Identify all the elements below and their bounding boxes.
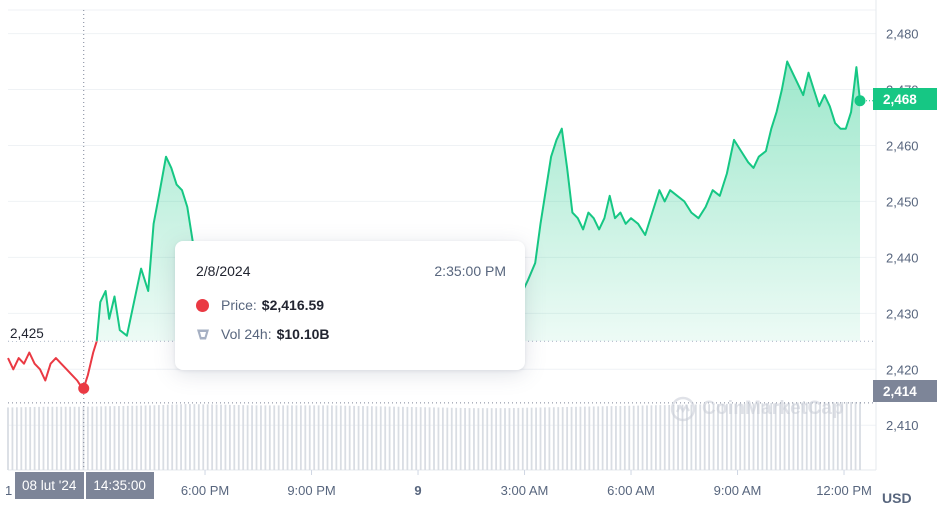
y-tick-label: 2,460 <box>886 138 919 153</box>
tooltip-date: 2/8/2024 <box>196 263 251 279</box>
open-price-label: 2,425 <box>10 326 44 341</box>
chart-axes: 2,4802,4702,4602,4502,4402,4302,4202,410… <box>5 27 919 498</box>
price-area-fill <box>96 61 860 342</box>
crosshair-price-tag: 2,414 <box>873 380 937 402</box>
x-tick-label: 9 <box>414 483 421 498</box>
crosshair-time-box: 08 lut '24 14:35:00 <box>15 472 154 499</box>
y-tick-label: 2,450 <box>886 194 919 209</box>
x-tick-label: 9:00 PM <box>287 483 335 498</box>
crosshair-point <box>78 382 90 394</box>
tooltip-price-label: Price: <box>221 297 257 313</box>
y-tick-label: 2,440 <box>886 250 919 265</box>
tooltip-volume-value: $10.10B <box>276 326 330 342</box>
x-tick-label-partial: 1 <box>5 483 12 498</box>
currency-label: USD <box>882 490 912 506</box>
volume-icon <box>197 329 209 339</box>
x-tick-label: 12:00 PM <box>816 483 872 498</box>
tooltip-price-value: $2,416.59 <box>261 297 325 313</box>
watermark-text: CoinMarketCap <box>702 398 844 419</box>
price-area <box>96 61 860 342</box>
volume-bars <box>7 402 861 470</box>
price-dot-icon <box>196 298 209 312</box>
price-line-up <box>95 60 861 342</box>
coinmarketcap-watermark: CoinMarketCap <box>670 396 844 422</box>
y-tick-label: 2,410 <box>886 418 919 433</box>
x-tick-label: 6:00 PM <box>181 483 229 498</box>
price-tooltip: 2/8/2024 2:35:00 PM Price: $2,416.59 Vol… <box>175 241 525 370</box>
x-tick-label: 3:00 AM <box>501 483 549 498</box>
price-lines <box>7 60 861 390</box>
x-tick-label: 6:00 AM <box>607 483 655 498</box>
tooltip-time: 2:35:00 PM <box>434 263 506 279</box>
tooltip-volume-label: Vol 24h: <box>221 326 272 342</box>
y-tick-label: 2,480 <box>886 27 919 42</box>
last-price-tag: 2,468 <box>873 88 937 110</box>
y-tick-label: 2,430 <box>886 306 919 321</box>
crosshair-date-label: 08 lut '24 <box>22 478 77 493</box>
tooltip-price-row: Price: $2,416.59 <box>196 297 324 313</box>
coinmarketcap-logo-icon <box>670 396 696 422</box>
crosshair-time-label: 14:35:00 <box>84 472 154 499</box>
x-tick-label: 9:00 AM <box>714 483 762 498</box>
crosshair-overlay <box>8 10 876 470</box>
tooltip-volume-row: Vol 24h: $10.10B <box>196 326 330 342</box>
y-tick-label: 2,420 <box>886 362 919 377</box>
